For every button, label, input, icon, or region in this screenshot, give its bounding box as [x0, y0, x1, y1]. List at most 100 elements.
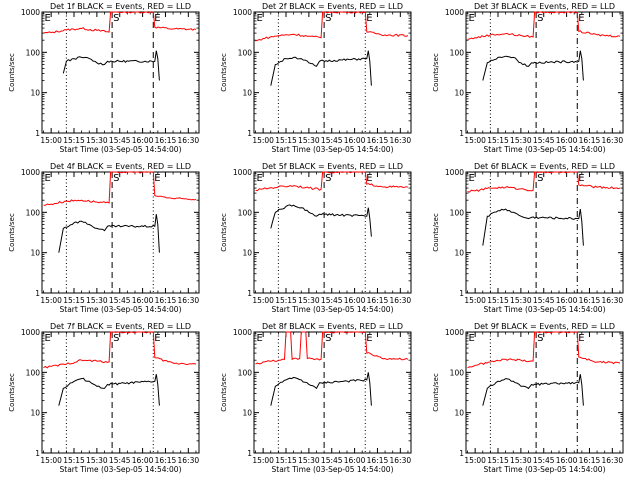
x-axis-label: Start Time (03-Sep-05 14:54:00): [272, 465, 394, 474]
plot-frame: [465, 331, 624, 454]
y-axis-label: Counts/sec: [432, 53, 440, 92]
x-tick-label: 16:15: [579, 136, 601, 145]
x-tick-label: 16:00: [344, 136, 366, 145]
marker-label: E: [469, 13, 475, 24]
x-tick-label: 16:30: [178, 456, 200, 465]
plot-frame: [253, 331, 412, 454]
x-tick-label: 15:45: [109, 456, 131, 465]
series-line-lld: [43, 11, 197, 34]
marker-label: E: [578, 333, 584, 344]
y-tick-label: 100: [238, 368, 253, 377]
x-tick-label: 15:00: [464, 456, 486, 465]
y-tick-label: 1000: [233, 328, 252, 337]
panel-title: Det 1f BLACK = Events, RED = LLD: [50, 2, 191, 11]
x-tick-label: 16:15: [367, 136, 389, 145]
y-tick-label: 100: [26, 48, 41, 57]
x-tick-label: 16:00: [556, 136, 578, 145]
x-tick-label: 15:30: [86, 296, 108, 305]
y-axis-label: Counts/sec: [432, 373, 440, 412]
series-line-events: [62, 50, 160, 81]
x-tick-label: 16:30: [178, 296, 200, 305]
marker-label: E: [257, 173, 263, 184]
x-tick-label: 16:30: [178, 136, 200, 145]
y-tick-label: 10: [30, 89, 40, 98]
x-tick-label: 15:15: [487, 456, 509, 465]
series-line-events: [270, 50, 372, 86]
panel-title: Det 8f BLACK = Events, RED = LLD: [262, 322, 403, 331]
plot-frame: [465, 171, 624, 294]
x-tick-label: 16:00: [132, 296, 154, 305]
plot-frame: [41, 171, 200, 294]
y-tick-label: 1: [35, 289, 40, 298]
x-tick-label: 15:15: [63, 136, 85, 145]
x-tick-label: 16:15: [155, 136, 177, 145]
plot-frame: [465, 11, 624, 134]
x-tick-label: 15:45: [321, 136, 343, 145]
y-tick-label: 1000: [445, 328, 464, 337]
plot-frame: [253, 171, 412, 294]
x-tick-label: 16:30: [390, 136, 412, 145]
marker-label: S: [113, 333, 119, 344]
plot-frame: [41, 331, 200, 454]
series-line-lld: [255, 331, 409, 365]
series-line-events: [482, 208, 584, 246]
y-tick-label: 10: [454, 249, 464, 258]
y-axis-label: Counts/sec: [220, 213, 228, 252]
series-line-lld: [255, 11, 409, 42]
panel-title: Det 3f BLACK = Events, RED = LLD: [474, 2, 615, 11]
panel-1: Det 1f BLACK = Events, RED = LLD 1 10 100 10…: [8, 2, 200, 154]
x-tick-label: 15:30: [86, 136, 108, 145]
x-tick-label: 15:45: [533, 136, 555, 145]
x-axis-label: Start Time (03-Sep-05 14:54:00): [60, 145, 182, 154]
x-tick-label: 15:30: [86, 456, 108, 465]
x-tick-label: 15:15: [275, 296, 297, 305]
y-tick-label: 1000: [445, 168, 464, 177]
y-tick-label: 10: [30, 409, 40, 418]
x-tick-label: 15:00: [40, 136, 62, 145]
marker-label: E: [45, 173, 51, 184]
x-axis-label: Start Time (03-Sep-05 14:54:00): [60, 465, 182, 474]
y-axis-label: Counts/sec: [8, 373, 16, 412]
panel-2: Det 2f BLACK = Events, RED = LLD 1 10 100 10…: [220, 2, 412, 154]
y-tick-label: 1000: [21, 168, 40, 177]
x-tick-label: 16:15: [367, 456, 389, 465]
y-tick-label: 100: [26, 368, 41, 377]
x-tick-label: 16:30: [390, 456, 412, 465]
y-tick-label: 100: [26, 208, 41, 217]
series-line-lld: [255, 171, 409, 192]
y-tick-label: 10: [30, 249, 40, 258]
x-tick-label: 15:00: [252, 136, 274, 145]
panel-title: Det 2f BLACK = Events, RED = LLD: [262, 2, 403, 11]
y-tick-label: 10: [242, 89, 252, 98]
y-tick-label: 10: [454, 89, 464, 98]
marker-label: E: [154, 173, 160, 184]
series-line-lld: [467, 11, 621, 40]
x-tick-label: 16:30: [602, 136, 624, 145]
marker-label: E: [578, 13, 584, 24]
panel-title: Det 4f BLACK = Events, RED = LLD: [50, 162, 191, 171]
x-tick-label: 16:00: [344, 456, 366, 465]
x-tick-label: 15:30: [298, 136, 320, 145]
x-axis-label: Start Time (03-Sep-05 14:54:00): [484, 145, 606, 154]
marker-label: S: [325, 333, 331, 344]
panel-9: Det 9f BLACK = Events, RED = LLD 1 10 100 10…: [432, 322, 624, 474]
y-tick-label: 100: [450, 48, 465, 57]
x-tick-label: 16:00: [132, 456, 154, 465]
marker-label: E: [45, 333, 51, 344]
panel-title: Det 6f BLACK = Events, RED = LLD: [474, 162, 615, 171]
marker-label: S: [113, 173, 119, 184]
x-tick-label: 15:45: [533, 296, 555, 305]
marker-label: E: [366, 13, 372, 24]
marker-label: E: [366, 333, 372, 344]
x-tick-label: 16:30: [602, 296, 624, 305]
x-tick-label: 15:00: [464, 296, 486, 305]
x-tick-label: 16:15: [579, 296, 601, 305]
marker-label: S: [537, 173, 543, 184]
y-axis-label: Counts/sec: [220, 373, 228, 412]
x-tick-label: 15:45: [533, 456, 555, 465]
marker-label: E: [257, 333, 263, 344]
marker-label: E: [578, 173, 584, 184]
panel-title: Det 9f BLACK = Events, RED = LLD: [474, 322, 615, 331]
y-axis-label: Counts/sec: [432, 213, 440, 252]
